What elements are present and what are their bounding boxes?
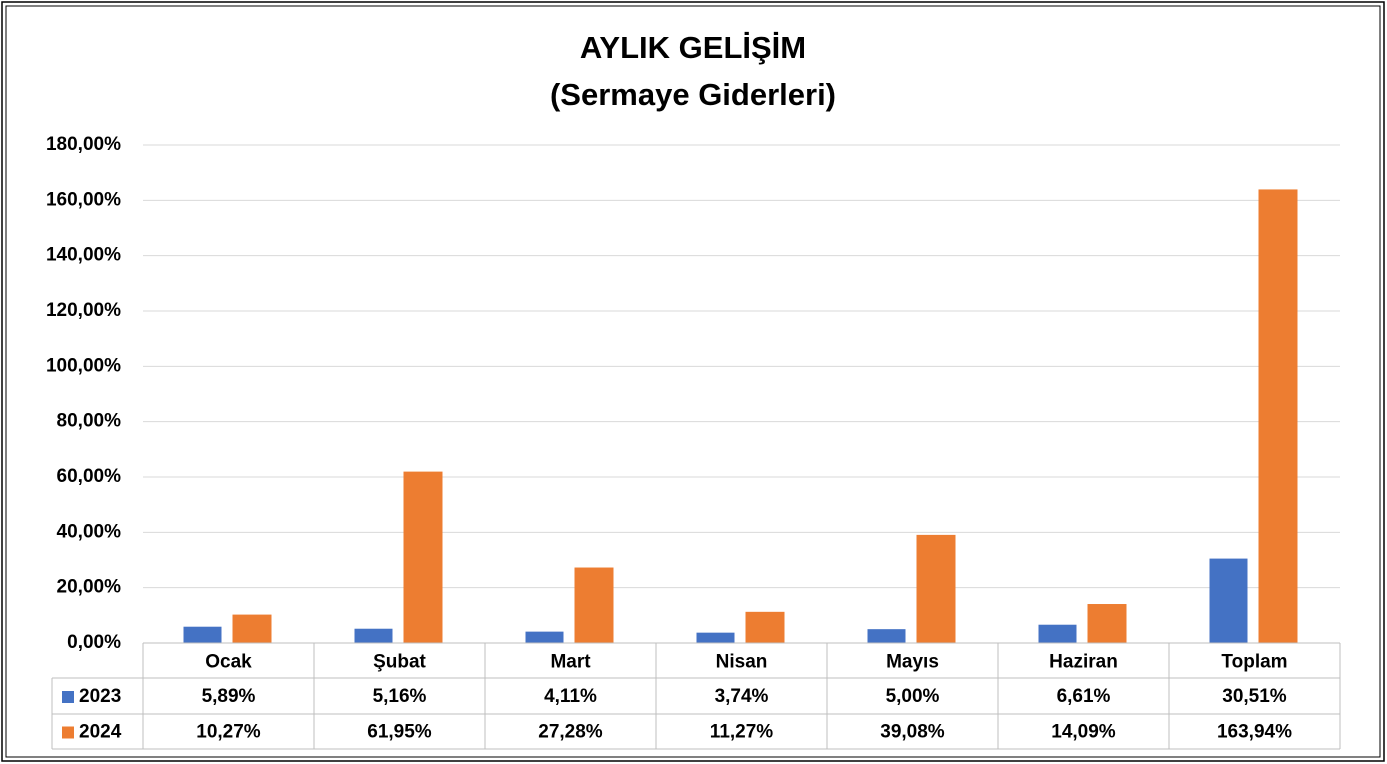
x-tick-label: Toplam	[1221, 652, 1287, 673]
data-label: 5,89%	[202, 686, 256, 707]
legend-swatch	[62, 691, 74, 703]
legend-label: 2023	[79, 686, 121, 707]
data-label: 14,09%	[1051, 722, 1116, 743]
bar	[1258, 189, 1298, 643]
data-label: 5,00%	[886, 686, 940, 707]
chart-title: AYLIK GELİŞİM	[580, 30, 806, 65]
bar	[354, 628, 393, 643]
bar	[574, 567, 614, 643]
x-tick-label: Mayıs	[886, 652, 939, 673]
x-tick-label: Nisan	[716, 652, 768, 673]
data-label: 30,51%	[1222, 686, 1287, 707]
inner-border	[5, 5, 1381, 758]
y-tick-label: 80,00%	[57, 411, 122, 432]
data-label: 3,74%	[715, 686, 769, 707]
y-tick-label: 40,00%	[57, 521, 122, 542]
y-tick-label: 160,00%	[46, 189, 121, 210]
bar	[745, 611, 785, 643]
x-tick-label: Şubat	[373, 652, 426, 673]
x-tick-label: Haziran	[1049, 652, 1118, 673]
bar	[1209, 558, 1248, 643]
y-tick-label: 60,00%	[57, 466, 122, 487]
bar	[525, 631, 564, 643]
bar	[183, 626, 222, 643]
y-tick-label: 100,00%	[46, 355, 121, 376]
y-tick-label: 180,00%	[46, 134, 121, 155]
bar	[403, 471, 443, 643]
data-label: 5,16%	[373, 686, 427, 707]
bar	[1087, 604, 1127, 643]
y-tick-label: 0,00%	[67, 632, 121, 653]
data-label: 39,08%	[880, 722, 945, 743]
x-tick-label: Mart	[550, 652, 591, 673]
data-label: 11,27%	[710, 722, 773, 743]
bar	[232, 614, 272, 643]
data-label: 61,95%	[367, 722, 432, 743]
bar	[916, 534, 956, 643]
data-label: 6,61%	[1057, 686, 1111, 707]
bar	[867, 629, 906, 643]
data-label: 27,28%	[538, 722, 603, 743]
bar	[696, 632, 735, 643]
x-tick-label: Ocak	[205, 652, 252, 673]
y-tick-label: 120,00%	[46, 300, 121, 321]
data-label: 163,94%	[1217, 722, 1292, 743]
data-label: 4,11%	[544, 686, 597, 707]
y-tick-label: 20,00%	[57, 577, 122, 598]
legend-swatch	[62, 726, 74, 739]
chart-subtitle: (Sermaye Giderleri)	[550, 77, 836, 112]
legend-label: 2024	[79, 722, 122, 743]
y-tick-label: 140,00%	[46, 245, 121, 266]
bar	[1038, 624, 1077, 643]
data-label: 10,27%	[196, 722, 261, 743]
